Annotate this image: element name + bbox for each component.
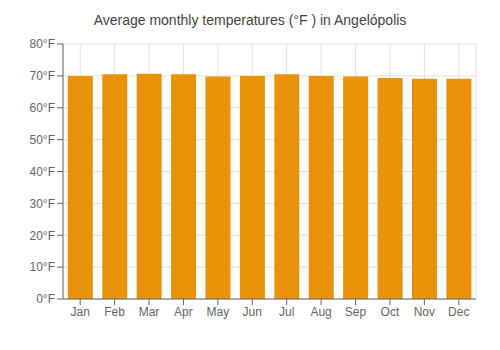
svg-text:Sep: Sep: [345, 305, 367, 319]
svg-text:Mar: Mar: [139, 305, 160, 319]
svg-text:May: May: [207, 305, 230, 319]
svg-text:Oct: Oct: [381, 305, 400, 319]
svg-text:10°F: 10°F: [30, 260, 55, 274]
svg-text:Feb: Feb: [104, 305, 125, 319]
svg-text:Aug: Aug: [310, 305, 331, 319]
svg-text:70°F: 70°F: [30, 69, 55, 83]
svg-text:30°F: 30°F: [30, 197, 55, 211]
svg-text:Jul: Jul: [279, 305, 294, 319]
svg-text:Dec: Dec: [448, 305, 469, 319]
svg-text:50°F: 50°F: [30, 133, 55, 147]
svg-text:80°F: 80°F: [30, 37, 55, 51]
svg-text:Jun: Jun: [243, 305, 262, 319]
svg-text:0°F: 0°F: [36, 292, 55, 306]
svg-text:Apr: Apr: [174, 305, 193, 319]
svg-text:40°F: 40°F: [30, 165, 55, 179]
svg-text:20°F: 20°F: [30, 229, 55, 243]
html-text:Average monthly temperatures (: Average monthly temperatures (°F ) in An…: [93, 12, 407, 28]
svg-text:Nov: Nov: [414, 305, 435, 319]
svg-text:Jan: Jan: [71, 305, 90, 319]
svg-text:60°F: 60°F: [30, 101, 55, 115]
